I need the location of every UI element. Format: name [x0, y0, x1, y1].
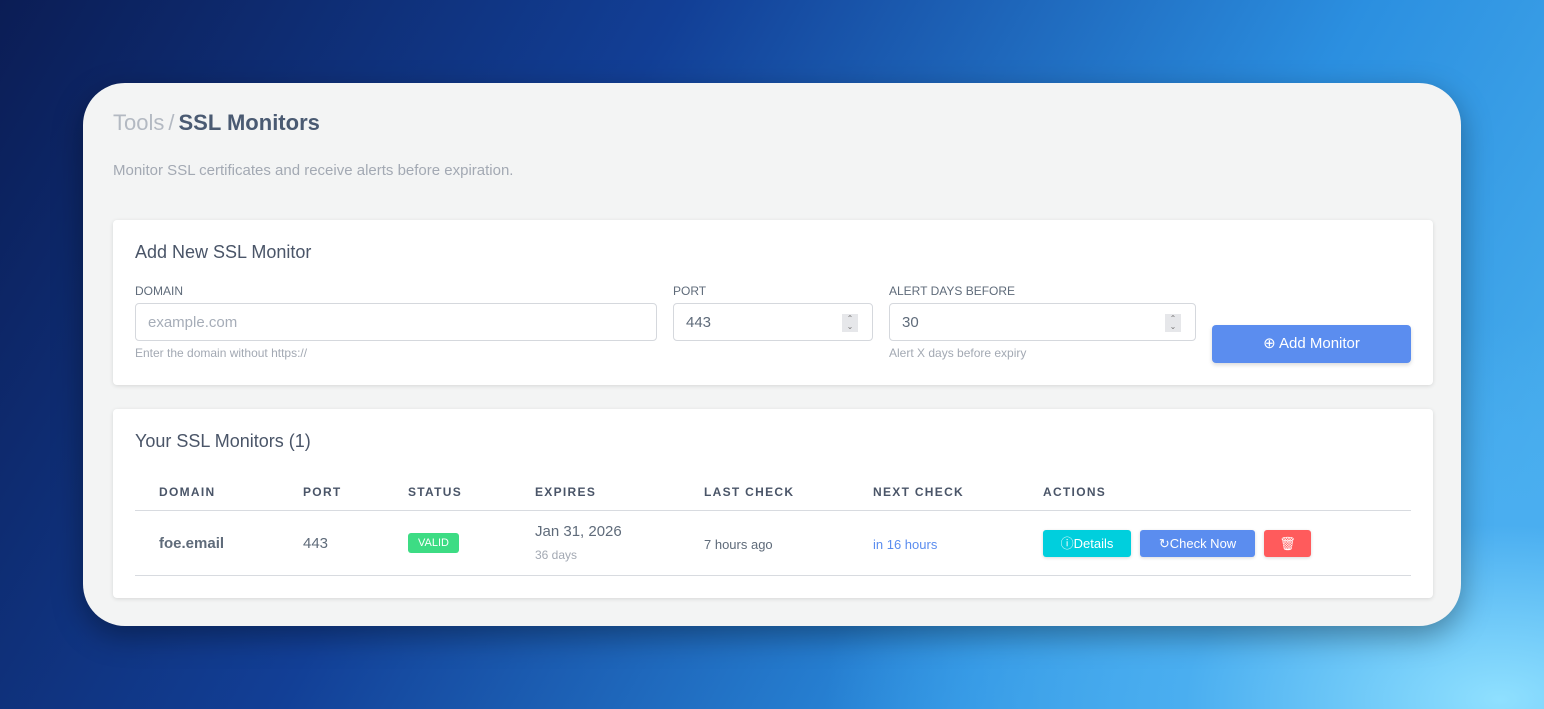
- page-subtitle: Monitor SSL certificates and receive ale…: [113, 162, 514, 179]
- port-stepper[interactable]: ⌃ ⌄: [842, 314, 858, 332]
- row-last-check: 7 hours ago: [704, 537, 773, 552]
- status-badge: VALID: [408, 533, 459, 553]
- domain-help: Enter the domain without https://: [135, 346, 308, 360]
- alert-days-stepper[interactable]: ⌃ ⌄: [1165, 314, 1181, 332]
- check-now-button[interactable]: ↻Check Now: [1140, 530, 1255, 557]
- card-title: Add New SSL Monitor: [135, 242, 312, 262]
- column-header: NEXT CHECK: [873, 485, 965, 499]
- alert-days-label: ALERT DAYS BEFORE: [889, 284, 1016, 298]
- column-header: DOMAIN: [159, 485, 216, 499]
- port-input[interactable]: 443 ⌃ ⌄: [673, 303, 873, 341]
- divider: [135, 575, 1411, 576]
- add-monitor-label: Add Monitor: [1279, 335, 1360, 352]
- breadcrumb-separator: /: [168, 110, 175, 135]
- check-now-label: Check Now: [1169, 536, 1237, 551]
- domain-label: DOMAIN: [135, 284, 183, 298]
- row-domain: foe.email: [159, 535, 225, 552]
- info-icon: ⓘ: [1060, 536, 1074, 551]
- app-window: Tools / SSL Monitors Monitor SSL certifica…: [83, 83, 1461, 626]
- alert-days-value: 30: [902, 314, 919, 331]
- port-value: 443: [686, 314, 712, 331]
- row-next-check: in 16 hours: [873, 537, 938, 552]
- details-button[interactable]: ⓘDetails: [1043, 530, 1131, 557]
- page-title: SSL Monitors: [178, 110, 320, 135]
- add-monitor-button[interactable]: ⊕ Add Monitor: [1212, 325, 1411, 363]
- alert-days-input[interactable]: 30 ⌃ ⌄: [889, 303, 1196, 341]
- breadcrumb-tools[interactable]: Tools: [113, 110, 165, 135]
- details-label: Details: [1073, 536, 1114, 551]
- plus-circle-icon: ⊕: [1263, 335, 1276, 352]
- column-header: LAST CHECK: [704, 485, 795, 499]
- delete-button[interactable]: 🗑: [1264, 530, 1311, 557]
- divider: [135, 510, 1411, 511]
- monitors-card: Your SSL Monitors (1) DOMAIN PORT STATUS…: [113, 409, 1433, 598]
- trash-icon: 🗑: [1279, 536, 1296, 551]
- row-port: 443: [303, 535, 329, 552]
- breadcrumb: Tools / SSL Monitors: [113, 110, 320, 136]
- row-expires: Jan 31, 2026: [535, 523, 622, 540]
- column-header: ACTIONS: [1043, 485, 1107, 499]
- alert-days-help: Alert X days before expiry: [889, 346, 1027, 360]
- refresh-icon: ↻: [1158, 536, 1170, 551]
- add-monitor-card: Add New SSL Monitor DOMAIN example.com E…: [113, 220, 1433, 385]
- column-header: EXPIRES: [535, 485, 597, 499]
- row-expires-in: 36 days: [535, 548, 578, 562]
- column-header: PORT: [303, 485, 342, 499]
- domain-input[interactable]: example.com: [135, 303, 657, 341]
- column-header: STATUS: [408, 485, 463, 499]
- port-label: PORT: [673, 284, 707, 298]
- card-title: Your SSL Monitors (1): [135, 431, 311, 451]
